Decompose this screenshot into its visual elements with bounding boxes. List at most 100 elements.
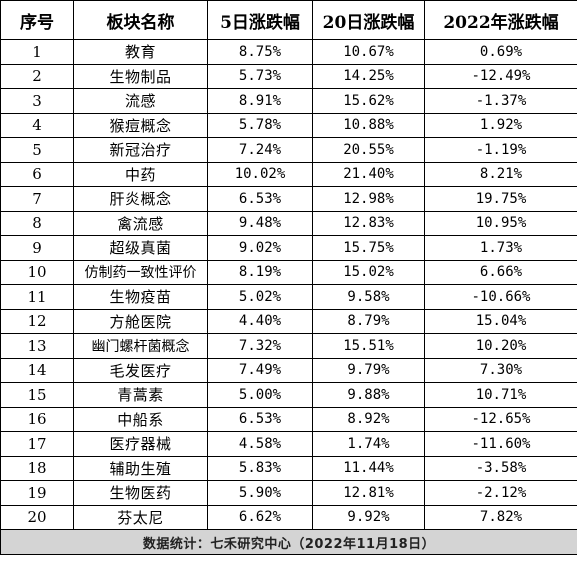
cell-2022-change: 7.82% xyxy=(424,504,577,530)
cell-rank: 13 xyxy=(0,333,74,359)
header-row: 序号 板块名称 5日涨跌幅 20日涨跌幅 2022年涨跌幅 xyxy=(0,0,577,40)
table-row: 16 中船系 6.53% 8.92% -12.65% xyxy=(0,406,577,432)
cell-sector-name: 医疗器械 xyxy=(73,431,208,457)
cell-sector-name: 超级真菌 xyxy=(73,235,208,261)
table-body: 1 教育 8.75% 10.67% 0.69% 2 生物制品 5.73% 14.25% -12.4… xyxy=(0,39,577,530)
cell-2022-change: -2.12% xyxy=(424,480,577,506)
cell-20day-change: 12.83% xyxy=(312,210,425,236)
cell-2022-change: 6.66% xyxy=(424,259,577,285)
cell-20day-change: 21.40% xyxy=(312,161,425,187)
cell-sector-name: 中药 xyxy=(73,161,208,187)
cell-rank: 19 xyxy=(0,480,74,506)
cell-5day-change: 7.24% xyxy=(207,137,313,163)
cell-2022-change: 1.73% xyxy=(424,235,577,261)
cell-20day-change: 8.92% xyxy=(312,406,425,432)
table-row: 19 生物医药 5.90% 12.81% -2.12% xyxy=(0,480,577,506)
cell-20day-change: 15.02% xyxy=(312,259,425,285)
table-row: 10 仿制药一致性评价 8.19% 15.02% 6.66% xyxy=(0,259,577,285)
table-row: 8 禽流感 9.48% 12.83% 10.95% xyxy=(0,210,577,236)
cell-2022-change: 10.95% xyxy=(424,210,577,236)
header-rank: 序号 xyxy=(0,0,74,40)
cell-2022-change: 10.71% xyxy=(424,382,577,408)
cell-20day-change: 20.55% xyxy=(312,137,425,163)
cell-5day-change: 5.00% xyxy=(207,382,313,408)
cell-2022-change: -1.19% xyxy=(424,137,577,163)
cell-20day-change: 10.67% xyxy=(312,39,425,65)
cell-rank: 15 xyxy=(0,382,74,408)
cell-2022-change: -12.65% xyxy=(424,406,577,432)
cell-5day-change: 6.53% xyxy=(207,186,313,212)
cell-5day-change: 6.53% xyxy=(207,406,313,432)
table-row: 17 医疗器械 4.58% 1.74% -11.60% xyxy=(0,431,577,457)
table-row: 5 新冠治疗 7.24% 20.55% -1.19% xyxy=(0,137,577,163)
cell-sector-name: 猴痘概念 xyxy=(73,112,208,138)
cell-20day-change: 12.81% xyxy=(312,480,425,506)
header-sector-name: 板块名称 xyxy=(73,0,208,40)
cell-2022-change: 10.20% xyxy=(424,333,577,359)
cell-rank: 4 xyxy=(0,112,74,138)
cell-5day-change: 4.58% xyxy=(207,431,313,457)
table-row: 18 辅助生殖 5.83% 11.44% -3.58% xyxy=(0,455,577,481)
cell-sector-name: 芬太尼 xyxy=(73,504,208,530)
table-row: 9 超级真菌 9.02% 15.75% 1.73% xyxy=(0,235,577,261)
cell-sector-name: 方舱医院 xyxy=(73,308,208,334)
cell-rank: 14 xyxy=(0,357,74,383)
cell-sector-name: 生物疫苗 xyxy=(73,284,208,310)
table-row: 4 猴痘概念 5.78% 10.88% 1.92% xyxy=(0,112,577,138)
cell-2022-change: 7.30% xyxy=(424,357,577,383)
cell-5day-change: 7.32% xyxy=(207,333,313,359)
header-20day-change: 20日涨跌幅 xyxy=(312,0,425,40)
table-row: 7 肝炎概念 6.53% 12.98% 19.75% xyxy=(0,186,577,212)
cell-2022-change: -1.37% xyxy=(424,88,577,114)
cell-rank: 11 xyxy=(0,284,74,310)
cell-5day-change: 5.90% xyxy=(207,480,313,506)
cell-5day-change: 4.40% xyxy=(207,308,313,334)
cell-20day-change: 8.79% xyxy=(312,308,425,334)
cell-20day-change: 12.98% xyxy=(312,186,425,212)
cell-5day-change: 5.83% xyxy=(207,455,313,481)
table-row: 13 幽门螺杆菌概念 7.32% 15.51% 10.20% xyxy=(0,333,577,359)
cell-2022-change: -3.58% xyxy=(424,455,577,481)
cell-5day-change: 9.48% xyxy=(207,210,313,236)
cell-2022-change: -10.66% xyxy=(424,284,577,310)
table-footer: 数据统计：七禾研究中心（2022年11月18日） xyxy=(0,529,577,555)
cell-20day-change: 15.62% xyxy=(312,88,425,114)
cell-sector-name: 肝炎概念 xyxy=(73,186,208,212)
cell-sector-name: 新冠治疗 xyxy=(73,137,208,163)
cell-5day-change: 7.49% xyxy=(207,357,313,383)
cell-20day-change: 10.88% xyxy=(312,112,425,138)
table-row: 20 芬太尼 6.62% 9.92% 7.82% xyxy=(0,504,577,530)
cell-20day-change: 9.92% xyxy=(312,504,425,530)
cell-5day-change: 9.02% xyxy=(207,235,313,261)
cell-sector-name: 毛发医疗 xyxy=(73,357,208,383)
table-header: 序号 板块名称 5日涨跌幅 20日涨跌幅 2022年涨跌幅 xyxy=(0,0,577,40)
cell-2022-change: -12.49% xyxy=(424,63,577,89)
table-row: 1 教育 8.75% 10.67% 0.69% xyxy=(0,39,577,65)
cell-5day-change: 8.75% xyxy=(207,39,313,65)
cell-5day-change: 10.02% xyxy=(207,161,313,187)
cell-rank: 10 xyxy=(0,259,74,285)
cell-rank: 6 xyxy=(0,161,74,187)
cell-sector-name: 幽门螺杆菌概念 xyxy=(73,333,208,359)
cell-2022-change: -11.60% xyxy=(424,431,577,457)
cell-rank: 9 xyxy=(0,235,74,261)
cell-5day-change: 5.73% xyxy=(207,63,313,89)
cell-sector-name: 教育 xyxy=(73,39,208,65)
table-row: 11 生物疫苗 5.02% 9.58% -10.66% xyxy=(0,284,577,310)
cell-sector-name: 禽流感 xyxy=(73,210,208,236)
cell-sector-name: 辅助生殖 xyxy=(73,455,208,481)
footer-row: 数据统计：七禾研究中心（2022年11月18日） xyxy=(0,529,577,555)
cell-5day-change: 8.91% xyxy=(207,88,313,114)
cell-5day-change: 6.62% xyxy=(207,504,313,530)
header-2022-change: 2022年涨跌幅 xyxy=(424,0,577,40)
table-row: 2 生物制品 5.73% 14.25% -12.49% xyxy=(0,63,577,89)
cell-sector-name: 流感 xyxy=(73,88,208,114)
cell-rank: 17 xyxy=(0,431,74,457)
table-row: 14 毛发医疗 7.49% 9.79% 7.30% xyxy=(0,357,577,383)
cell-sector-name: 青蒿素 xyxy=(73,382,208,408)
cell-sector-name: 仿制药一致性评价 xyxy=(73,259,208,285)
cell-5day-change: 5.78% xyxy=(207,112,313,138)
cell-2022-change: 1.92% xyxy=(424,112,577,138)
cell-sector-name: 中船系 xyxy=(73,406,208,432)
cell-20day-change: 9.58% xyxy=(312,284,425,310)
